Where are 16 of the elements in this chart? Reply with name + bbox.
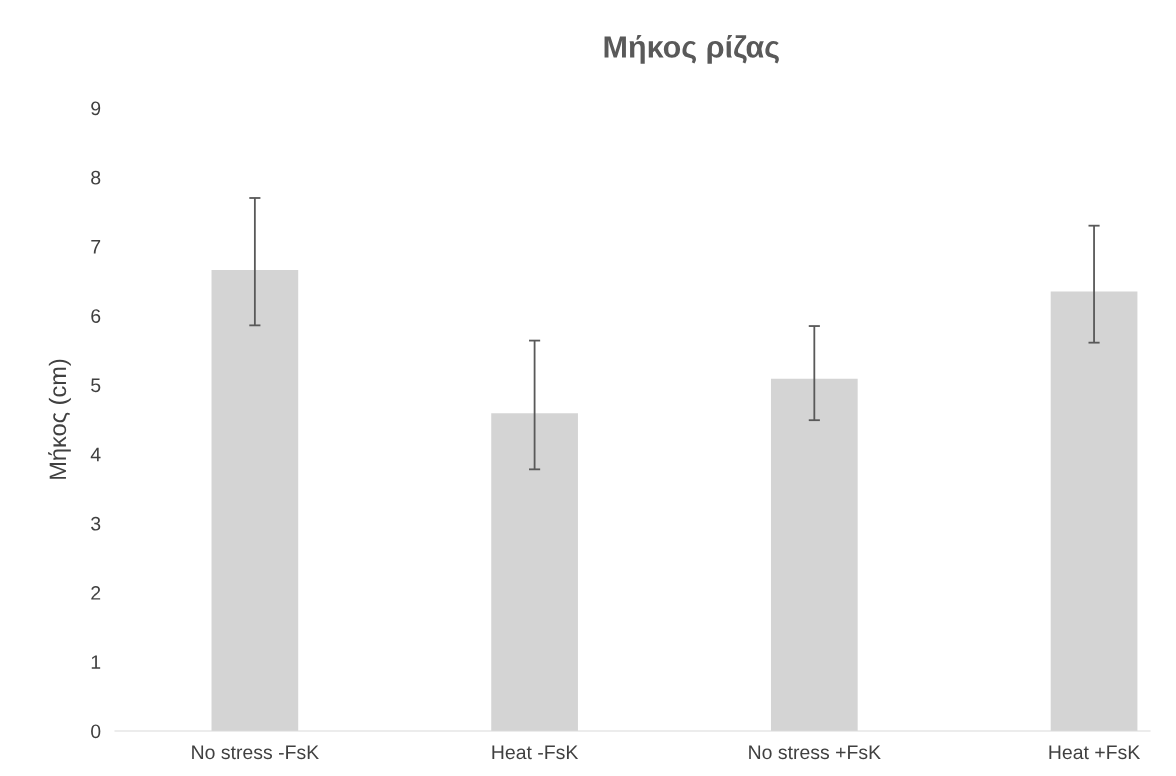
y-tick-label: 4 <box>90 447 101 462</box>
y-tick-label: 8 <box>91 170 101 185</box>
x-tick-label: Heat +FsK <box>1049 745 1141 760</box>
y-tick-label: 9 <box>91 101 101 116</box>
chart-title: Μήκος ρίζας <box>604 34 779 64</box>
y-tick-label: 5 <box>91 378 101 393</box>
x-tick-label: No stress -FsK <box>192 745 319 760</box>
y-tick-label: 3 <box>91 516 101 531</box>
y-tick-label: 2 <box>91 586 101 600</box>
y-tick-label: 7 <box>91 240 101 254</box>
y-tick-label: 6 <box>91 309 101 323</box>
y-tick-label: 1 <box>91 655 101 669</box>
y-axis-title: Μήκος (cm) <box>48 359 71 479</box>
x-tick-label: No stress +FsK <box>749 745 881 760</box>
x-tick-label: Heat -FsK <box>492 745 579 760</box>
y-tick-label: 0 <box>91 724 101 739</box>
